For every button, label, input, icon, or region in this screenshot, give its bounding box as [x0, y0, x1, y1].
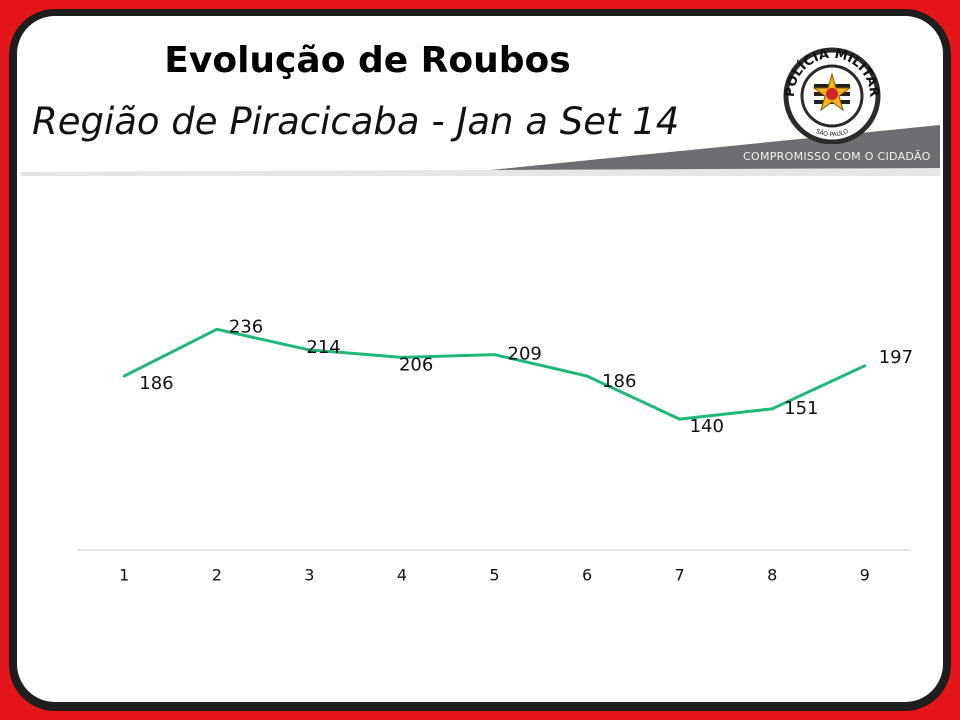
data-label: 151 — [784, 398, 818, 419]
data-point — [493, 353, 496, 357]
logo-bottom-text: SÃO PAULO — [815, 128, 850, 139]
chart-subtitle: Região de Piracicaba - Jan a Set 14 — [32, 100, 680, 143]
data-label: 206 — [399, 354, 433, 375]
tagline: COMPROMISSO COM O CIDADÃO — [743, 150, 931, 163]
data-label: 197 — [879, 347, 913, 368]
data-label: 209 — [508, 344, 542, 365]
x-tick-label: 2 — [212, 566, 222, 585]
data-point — [585, 374, 589, 378]
chart-title: Evolução de Roubos — [164, 40, 571, 81]
data-point — [770, 407, 774, 411]
data-point — [863, 364, 867, 368]
data-point — [215, 327, 219, 331]
x-tick-label: 1 — [119, 566, 129, 585]
data-label: 140 — [690, 416, 724, 437]
svg-text:SÃO PAULO: SÃO PAULO — [815, 128, 850, 139]
data-label: 214 — [306, 337, 340, 358]
data-label: 236 — [229, 316, 263, 337]
data-label: 186 — [602, 371, 636, 392]
x-tick-label: 9 — [860, 566, 870, 585]
data-label: 186 — [139, 373, 173, 394]
data-point — [678, 417, 682, 421]
x-tick-label: 3 — [304, 566, 314, 585]
data-point — [400, 355, 404, 359]
data-point — [307, 348, 311, 352]
x-tick-label: 5 — [489, 566, 499, 585]
policia-militar-logo: POLÍCIA MILITAR SÃO PAULO — [783, 47, 881, 144]
data-point — [122, 374, 126, 378]
x-tick-label: 4 — [397, 566, 407, 585]
x-tick-label: 8 — [767, 566, 777, 585]
series-line — [123, 327, 866, 421]
x-tick-label: 7 — [675, 566, 685, 585]
x-tick-label: 6 — [582, 566, 592, 585]
